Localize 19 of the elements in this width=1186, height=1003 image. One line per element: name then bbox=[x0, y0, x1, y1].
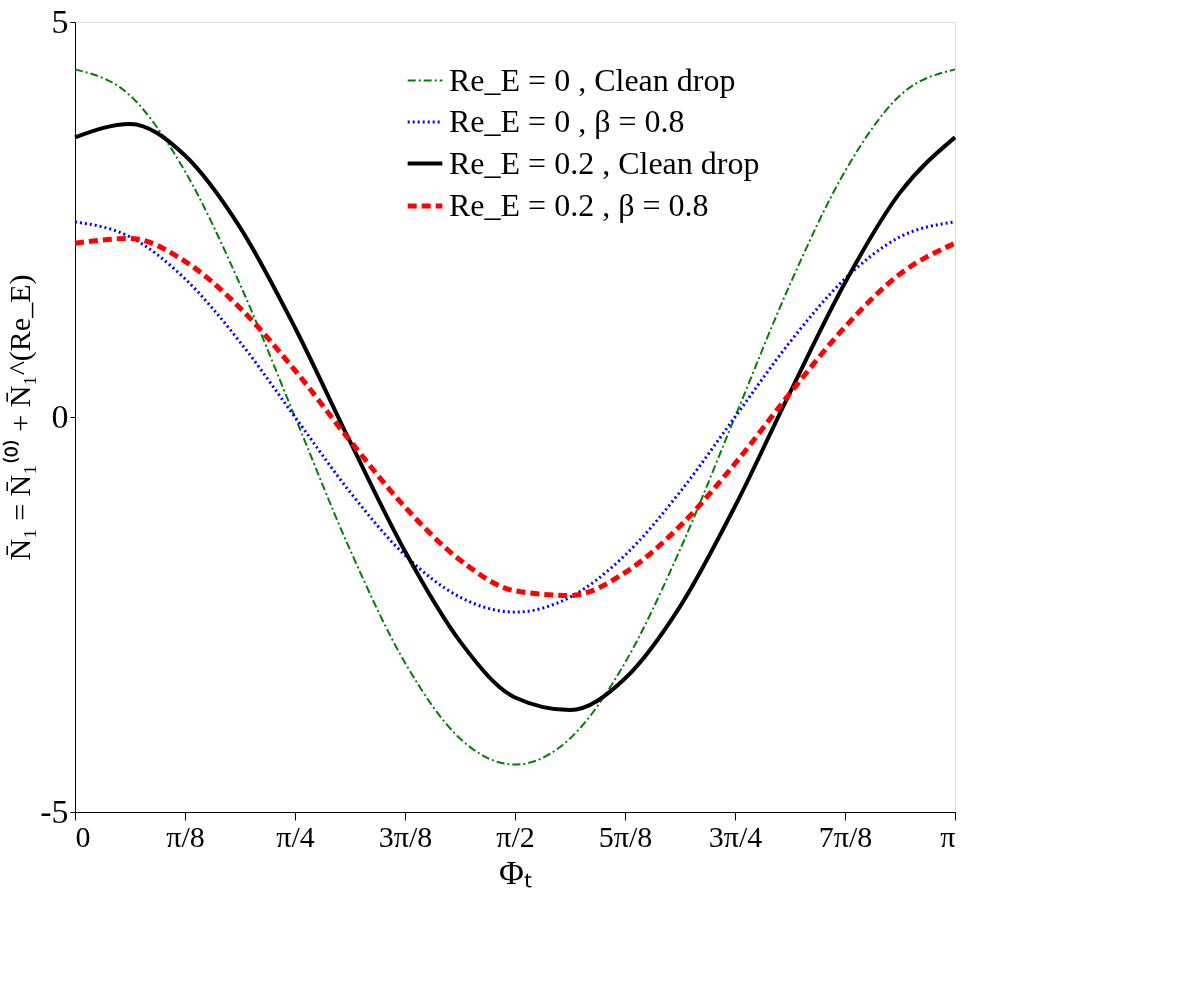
y-tick-label: -5 bbox=[40, 792, 69, 830]
legend-label: Re_E = 0 , Clean drop bbox=[449, 61, 736, 98]
x-tick-label: π/8 bbox=[166, 819, 205, 853]
line-series bbox=[74, 68, 956, 766]
x-tick-label: π/4 bbox=[276, 819, 315, 853]
x-tick-label: 3π/8 bbox=[378, 819, 433, 853]
legend-label: Re_E = 0.2 , Clean drop bbox=[449, 144, 760, 181]
x-tick-label: π/2 bbox=[496, 819, 535, 853]
y-tick-label: 5 bbox=[51, 2, 69, 40]
legend-label: Re_E = 0 , β = 0.8 bbox=[449, 103, 685, 139]
x-tick-label: 0 bbox=[75, 819, 91, 853]
x-axis-title: Φₜ bbox=[499, 853, 532, 891]
legend-label: Re_E = 0.2 , β = 0.8 bbox=[449, 187, 709, 223]
y-tick-label: 0 bbox=[51, 397, 69, 435]
x-tick-label: 7π/8 bbox=[818, 819, 873, 853]
x-tick-label: π bbox=[940, 819, 956, 853]
x-tick-label: 3π/4 bbox=[708, 819, 763, 853]
x-tick-label: 5π/8 bbox=[598, 819, 653, 853]
y-axis-title: N̄₁ = N̄₁⁽⁰⁾ + N̄₁^(Re_E) bbox=[2, 274, 38, 561]
